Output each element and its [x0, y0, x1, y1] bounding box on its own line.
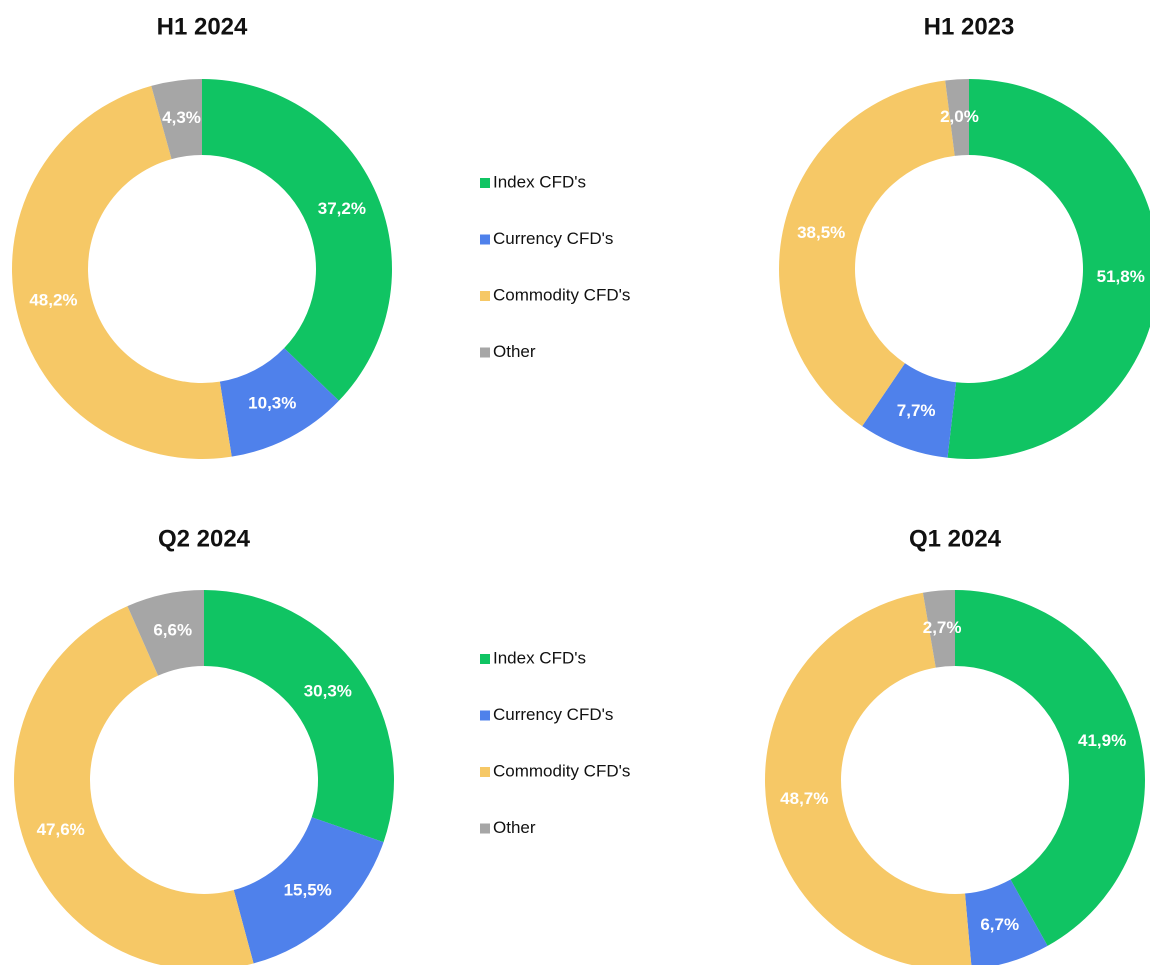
- donut-slice: [922, 590, 955, 668]
- legend-label: Commodity CFD's: [493, 761, 630, 780]
- legend-label: Commodity CFD's: [493, 285, 630, 304]
- legend-swatch: [480, 347, 490, 358]
- legend-swatch: [480, 178, 490, 188]
- chart-title: H1 2024: [157, 13, 248, 40]
- donut-slice: [151, 79, 202, 160]
- data-label: 48,2%: [29, 291, 77, 310]
- legend-swatch: [480, 710, 490, 721]
- legend-label: Other: [493, 342, 536, 361]
- data-label: 47,6%: [37, 820, 85, 839]
- data-label: 6,7%: [980, 915, 1019, 934]
- chart-title: Q1 2024: [909, 525, 1002, 552]
- legend-swatch: [480, 654, 490, 664]
- donut-slice: [219, 348, 339, 457]
- donut-slice: [233, 817, 384, 964]
- donut-slice: [862, 363, 957, 458]
- legend-swatch: [480, 234, 490, 245]
- legend-label: Index CFD's: [493, 172, 586, 191]
- data-label: 2,7%: [923, 618, 962, 637]
- chart-title: H1 2023: [924, 13, 1015, 40]
- data-label: 37,2%: [318, 199, 366, 218]
- donut-slice: [947, 79, 1150, 459]
- data-label: 30,3%: [304, 681, 352, 700]
- legend-swatch: [480, 823, 490, 834]
- data-label: 51,8%: [1097, 267, 1145, 286]
- donut-slice: [11, 85, 232, 460]
- legend-label: Index CFD's: [493, 648, 586, 667]
- chart-title: Q2 2024: [158, 525, 251, 552]
- donut-slice: [202, 79, 393, 401]
- donut-slice: [955, 590, 1146, 946]
- data-label: 41,9%: [1078, 731, 1126, 750]
- data-label: 2,0%: [940, 107, 979, 126]
- data-label: 48,7%: [780, 789, 828, 808]
- donut-slice: [945, 79, 969, 156]
- donut-slice: [965, 879, 1048, 965]
- legend-swatch: [480, 291, 490, 301]
- donut-slice: [779, 80, 955, 427]
- legend-label: Currency CFD's: [493, 705, 613, 724]
- donut-slice: [127, 590, 204, 676]
- legend-swatch: [480, 767, 490, 777]
- legend-label: Currency CFD's: [493, 229, 613, 248]
- data-label: 38,5%: [797, 223, 845, 242]
- data-label: 10,3%: [248, 393, 296, 412]
- data-label: 4,3%: [162, 108, 201, 127]
- data-label: 15,5%: [284, 881, 332, 900]
- data-label: 7,7%: [897, 401, 936, 420]
- legend-label: Other: [493, 818, 536, 837]
- donut-slice: [204, 590, 394, 843]
- data-label: 6,6%: [153, 621, 192, 640]
- donut-slice: [14, 606, 254, 965]
- donut-slice: [765, 592, 972, 965]
